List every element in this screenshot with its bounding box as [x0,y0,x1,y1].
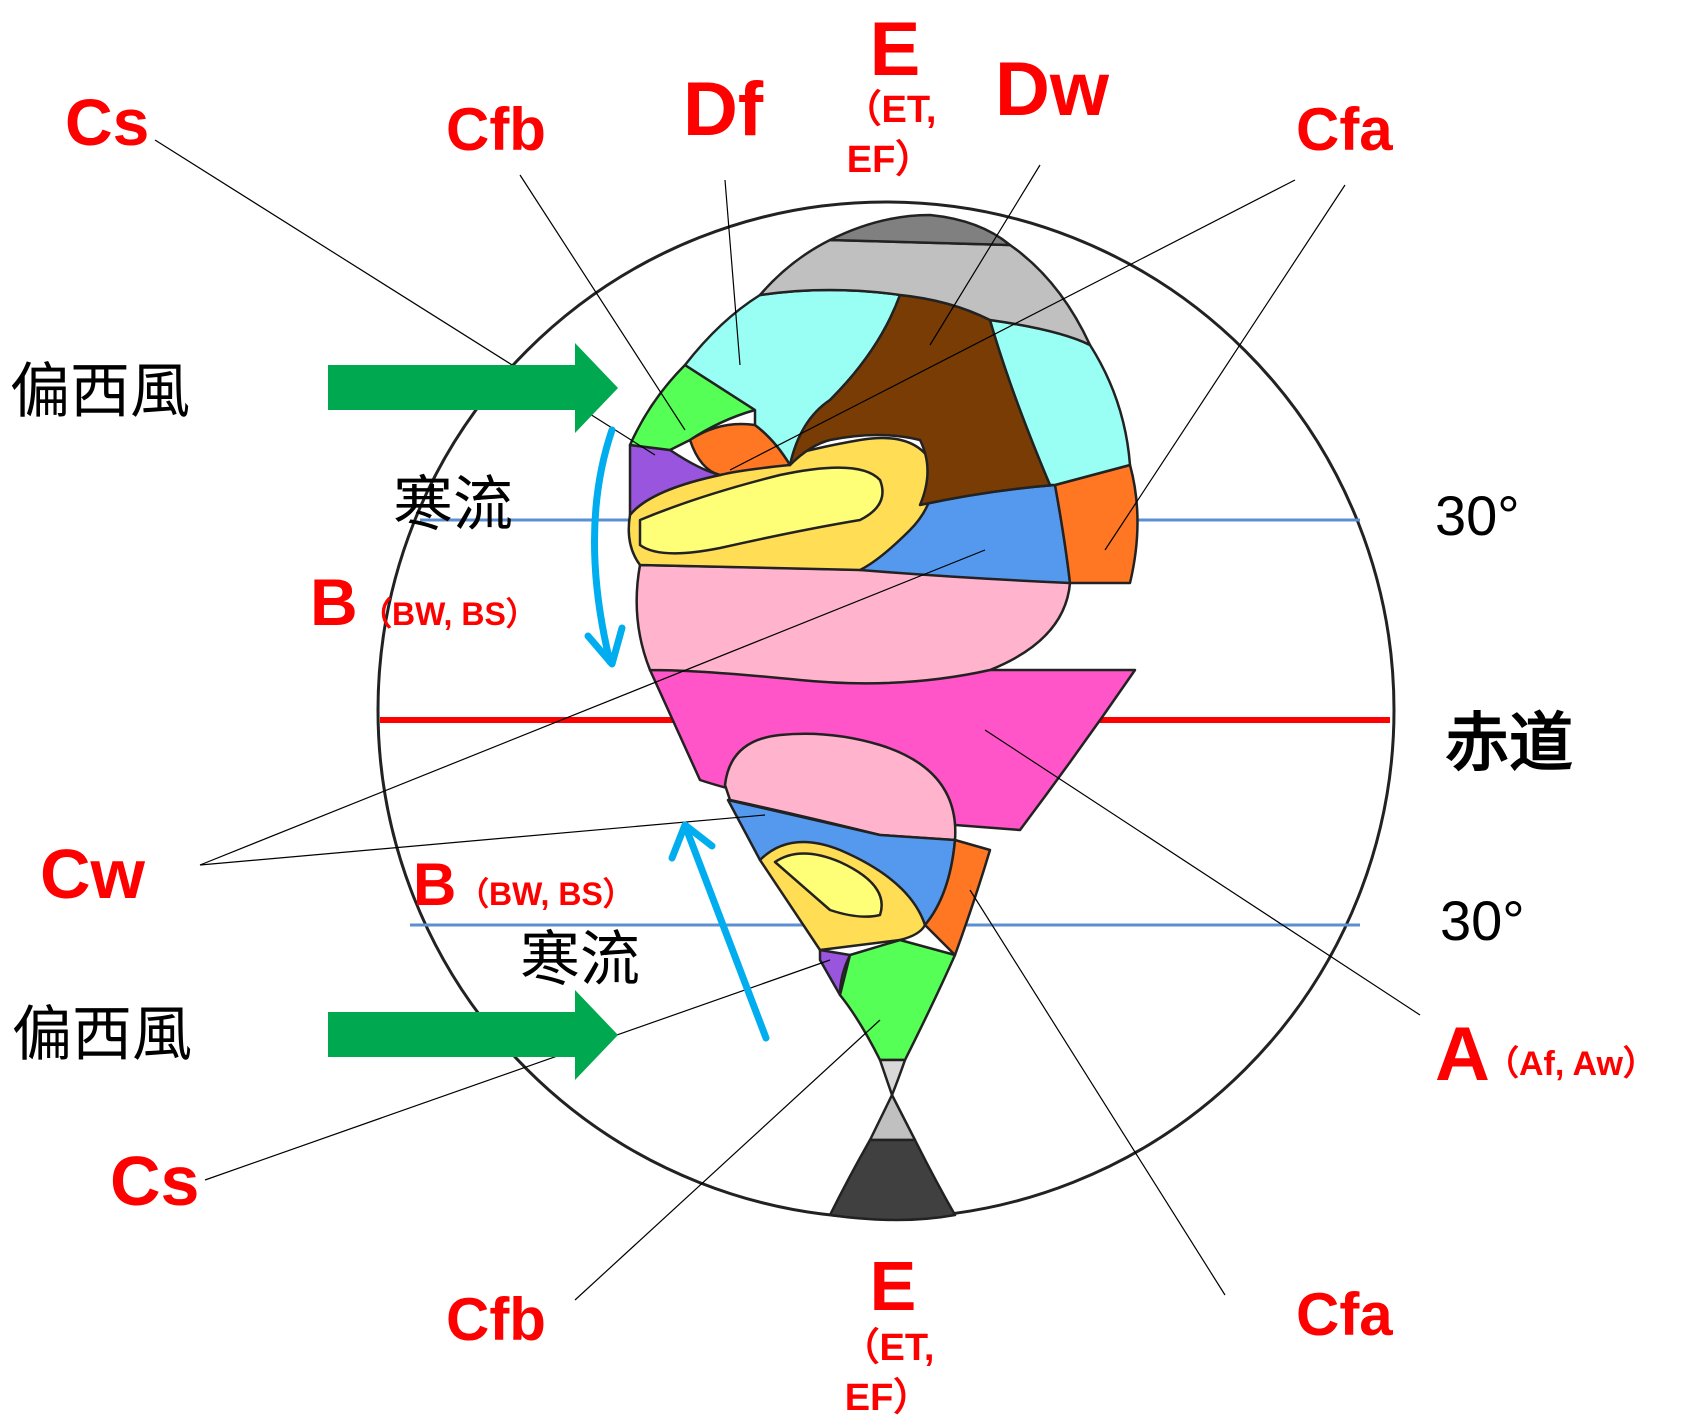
label-b-north: B [310,565,358,639]
label-e-north: E [870,7,921,92]
label-cs-south: Cs [110,1142,199,1220]
leader-dw [929,164,1041,346]
equator-label: 赤道 [1445,707,1573,781]
cold-current-arrow-south [668,821,770,1042]
label-e-north-sub2: EF） [847,139,934,181]
westerlies-arrow-north [328,343,618,433]
label-cfa-south: Cfa [1296,1281,1393,1348]
label-e-south: E [870,1247,917,1325]
leader-cw-south [199,814,766,866]
label-b-south: B [413,851,456,918]
label-cfb-north: Cfb [446,96,546,163]
zone-e-dark-south [828,1138,957,1222]
leader-cs-south [204,959,831,1181]
leader-cfb-south [574,1019,881,1301]
leader-cw-north [199,549,986,866]
label-e-north-sub1: （ET, [844,89,937,131]
westerlies-arrow-south [328,990,618,1080]
zone-e-dark-north [828,213,1012,247]
zone-cfa-north [1053,463,1139,585]
label-b-north-sub: （BW, BS） [360,596,538,632]
label-df: Df [683,67,764,152]
label-cs-north: Cs [65,85,149,159]
zone-cs-north [628,443,722,517]
continent [627,213,1139,1222]
zone-cfb-north [628,363,757,452]
latitude-label-30s: 30° [1440,889,1525,952]
leader-a [984,729,1421,1016]
leader-df [724,179,741,366]
leader-cfa-south [969,889,1226,1296]
cold-current-label-south: 寒流 [520,925,640,995]
label-e-south-sub1: （ET, [842,1327,935,1369]
zone-bw-south [773,852,883,918]
label-a-sub: （Af, Aw） [1485,1044,1657,1083]
label-cfa-north: Cfa [1296,96,1393,163]
label-dw: Dw [995,47,1110,132]
westerlies-label-north: 偏西風 [10,357,190,427]
latitude-label-30n: 30° [1435,484,1520,547]
label-a: A [1435,1012,1490,1097]
zone-bw-north [638,466,884,555]
leader-cfa-north-east [1104,184,1346,551]
leader-cfb-north [519,174,686,431]
westerlies-label-south: 偏西風 [12,1000,192,1070]
label-b-south-sub: （BW, BS） [457,876,635,912]
label-cw: Cw [40,835,146,913]
cold-current-label-north: 寒流 [393,470,513,540]
leader-cfa-north-west [729,179,1296,471]
label-e-south-sub2: EF） [845,1377,932,1419]
cold-current-arrow-north [584,426,626,668]
label-cfb-south: Cfb [446,1286,546,1353]
